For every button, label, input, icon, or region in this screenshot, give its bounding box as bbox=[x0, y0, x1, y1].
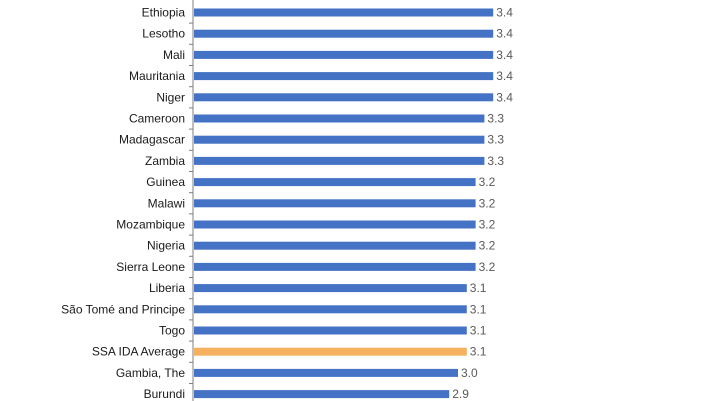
bar bbox=[194, 241, 476, 250]
bar bbox=[194, 284, 467, 293]
bar bbox=[194, 305, 467, 314]
category-label: Lesotho bbox=[142, 27, 185, 41]
category-label: Niger bbox=[156, 90, 185, 104]
value-label: 3.2 bbox=[479, 260, 496, 274]
category-label: Malawi bbox=[148, 196, 185, 210]
bar bbox=[194, 8, 494, 17]
category-label: Ethiopia bbox=[142, 6, 186, 20]
category-label: Cameroon bbox=[129, 112, 185, 126]
category-label: Mali bbox=[163, 48, 185, 62]
category-label: Nigeria bbox=[147, 239, 185, 253]
value-label: 3.4 bbox=[496, 90, 513, 104]
category-label: Burundi bbox=[144, 387, 185, 401]
value-label: 3.3 bbox=[487, 154, 504, 168]
category-label: Guinea bbox=[146, 175, 185, 189]
value-label: 3.4 bbox=[496, 69, 513, 83]
value-label: 3.2 bbox=[479, 239, 496, 253]
category-label: Zambia bbox=[145, 154, 185, 168]
bar bbox=[194, 326, 467, 335]
category-label: SSA IDA Average bbox=[92, 345, 186, 359]
bar bbox=[194, 135, 485, 144]
value-label: 2.9 bbox=[452, 387, 469, 401]
value-label: 3.4 bbox=[496, 27, 513, 41]
value-label: 3.3 bbox=[487, 133, 504, 147]
category-label: Togo bbox=[159, 324, 185, 338]
value-label: 3.1 bbox=[470, 302, 487, 316]
value-label: 3.0 bbox=[461, 366, 478, 380]
category-label: Sierra Leone bbox=[116, 260, 185, 274]
bar-highlight-average bbox=[194, 347, 467, 356]
value-label: 3.1 bbox=[470, 281, 487, 295]
bar bbox=[194, 93, 494, 102]
value-label: 3.1 bbox=[470, 345, 487, 359]
bar bbox=[194, 114, 485, 123]
bar bbox=[194, 262, 476, 271]
bar bbox=[194, 72, 494, 81]
category-label: São Tomé and Principe bbox=[61, 302, 185, 316]
bar bbox=[194, 220, 476, 229]
bar bbox=[194, 390, 450, 399]
bar bbox=[194, 156, 485, 165]
category-label: Madagascar bbox=[119, 133, 185, 147]
category-label: Liberia bbox=[149, 281, 185, 295]
value-label: 3.2 bbox=[479, 196, 496, 210]
value-label: 3.4 bbox=[496, 6, 513, 20]
category-label: Mozambique bbox=[116, 218, 185, 232]
category-label: Mauritania bbox=[129, 69, 185, 83]
category-label: Gambia, The bbox=[116, 366, 185, 380]
bar bbox=[194, 199, 476, 208]
bar bbox=[194, 178, 476, 187]
value-label: 3.4 bbox=[496, 48, 513, 62]
bar bbox=[194, 29, 494, 38]
value-label: 3.1 bbox=[470, 324, 487, 338]
bar bbox=[194, 368, 458, 377]
value-label: 3.2 bbox=[479, 175, 496, 189]
bar bbox=[194, 50, 494, 59]
value-label: 3.2 bbox=[479, 218, 496, 232]
value-label: 3.3 bbox=[487, 112, 504, 126]
